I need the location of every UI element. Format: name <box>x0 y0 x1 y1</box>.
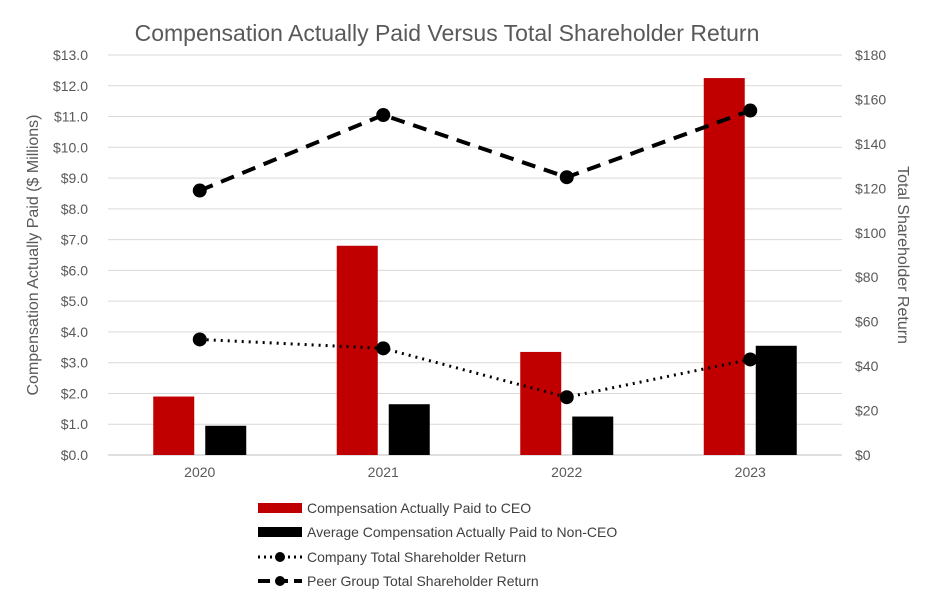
non-ceo-compensation-bar <box>755 345 797 455</box>
left-axis-tick-label: $3.0 <box>61 355 88 371</box>
right-axis-ticks: $0 $20 $40 $60 $80 $100 $120 $140 $160 $180 <box>855 47 886 463</box>
non-ceo-compensation-bar <box>388 404 430 455</box>
x-axis-ticks: 2020 2021 2022 2023 <box>184 464 766 480</box>
right-axis-tick-label: $140 <box>855 136 886 152</box>
left-axis-label: Compensation Actually Paid ($ Millions) <box>25 114 42 395</box>
non-ceo-compensation-bar <box>572 416 614 455</box>
chart-title: Compensation Actually Paid Versus Total … <box>135 20 760 46</box>
right-axis-tick-label: $120 <box>855 180 886 196</box>
right-axis-tick-label: $160 <box>855 91 886 107</box>
right-axis-tick-label: $180 <box>855 47 886 63</box>
legend-label: Peer Group Total Shareholder Return <box>307 573 539 589</box>
left-axis-tick-label: $8.0 <box>61 201 88 217</box>
left-axis-tick-label: $10.0 <box>53 139 88 155</box>
ceo-compensation-bar <box>336 245 378 455</box>
x-axis-tick-label: 2022 <box>551 464 582 480</box>
legend-label: Company Total Shareholder Return <box>307 549 526 565</box>
left-axis-tick-label: $13.0 <box>53 47 88 63</box>
legend-label: Average Compensation Actually Paid to No… <box>307 524 617 540</box>
left-axis-tick-label: $0.0 <box>61 447 88 463</box>
right-axis-tick-label: $20 <box>855 403 879 419</box>
right-axis-tick-label: $40 <box>855 358 879 374</box>
company-tsr-marker <box>376 341 391 356</box>
x-axis-tick-label: 2023 <box>735 464 766 480</box>
legend: Compensation Actually Paid to CEO Average… <box>258 500 617 589</box>
right-axis-tick-label: $60 <box>855 314 879 330</box>
left-axis-tick-label: $11.0 <box>54 109 88 125</box>
non-ceo-compensation-bar <box>205 425 247 455</box>
right-axis-tick-label: $100 <box>855 225 886 241</box>
ceo-compensation-bar <box>520 351 562 455</box>
company-tsr-marker <box>743 352 758 367</box>
peer-tsr-marker <box>559 170 574 185</box>
left-axis-tick-label: $4.0 <box>61 324 88 340</box>
left-axis-tick-label: $2.0 <box>61 385 88 401</box>
right-axis-tick-label: $80 <box>855 269 879 285</box>
right-axis-tick-label: $0 <box>855 447 871 463</box>
company-tsr-line <box>199 337 751 399</box>
left-axis-tick-label: $9.0 <box>61 170 88 186</box>
legend-marker-company-tsr <box>275 552 285 562</box>
company-tsr-marker <box>192 332 207 347</box>
peer-tsr-marker <box>192 183 207 198</box>
left-axis-tick-label: $5.0 <box>61 293 88 309</box>
right-axis-label: Total Shareholder Return <box>894 166 911 344</box>
legend-swatch-ceo <box>258 503 302 513</box>
legend-marker-peer-tsr <box>275 576 285 586</box>
legend-swatch-non-ceo <box>258 527 302 537</box>
ceo-compensation-bar <box>703 78 745 456</box>
x-axis-tick-label: 2021 <box>368 464 399 480</box>
left-axis-tick-label: $1.0 <box>61 416 88 432</box>
peer-tsr-marker <box>743 103 758 118</box>
ceo-compensation-bar <box>153 396 195 455</box>
lines <box>192 103 758 405</box>
left-axis-tick-label: $7.0 <box>61 232 88 248</box>
left-axis-ticks: $0.0 $1.0 $2.0 $3.0 $4.0 $5.0 $6.0 $7.0 $8.0 $9.0… <box>53 47 88 463</box>
bars <box>153 78 797 456</box>
left-axis-tick-label: $6.0 <box>61 262 88 278</box>
left-axis-tick-label: $12.0 <box>53 78 88 94</box>
legend-label: Compensation Actually Paid to CEO <box>307 500 531 516</box>
company-tsr-marker <box>559 390 574 405</box>
peer-tsr-marker <box>376 108 391 122</box>
peer-tsr-line <box>198 108 751 193</box>
x-axis-tick-label: 2020 <box>184 464 215 480</box>
